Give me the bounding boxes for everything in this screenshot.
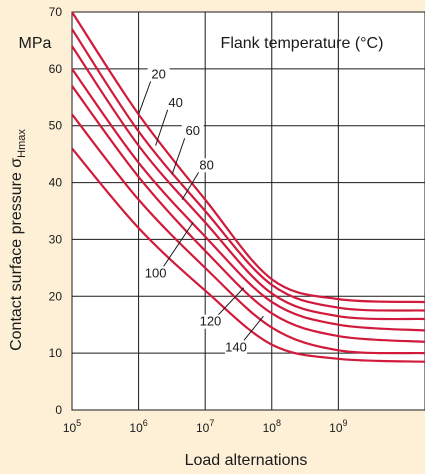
- curve-label: 80: [199, 157, 213, 172]
- x-tick-exponent: 6: [143, 418, 148, 428]
- y-axis-label: Contact surface pressure σHmax: [8, 129, 28, 351]
- y-tick-label: 60: [49, 62, 63, 76]
- y-unit-label: MPa: [19, 35, 52, 52]
- legend-title: Flank temperature (°C): [221, 35, 384, 52]
- x-tick-label: 105: [63, 418, 81, 435]
- y-tick-label: 10: [49, 346, 63, 360]
- x-tick-label: 108: [263, 418, 281, 435]
- y-axis-label-subscript: Hmax: [16, 129, 28, 158]
- x-tick-label: 107: [196, 418, 214, 435]
- y-tick-label: 70: [49, 5, 63, 19]
- x-tick-exponent: 8: [276, 418, 281, 428]
- curve-label: 20: [151, 66, 165, 81]
- plot-area: [72, 12, 425, 410]
- x-tick-base: 10: [329, 421, 343, 435]
- y-tick-label: 40: [49, 176, 63, 190]
- x-tick-exponent: 7: [209, 418, 214, 428]
- x-tick-base: 10: [63, 421, 77, 435]
- curve-label: 40: [168, 95, 182, 110]
- x-tick-label: 106: [129, 418, 147, 435]
- y-tick-label: 0: [55, 403, 62, 417]
- curve-label: 140: [225, 339, 247, 354]
- x-tick-base: 10: [129, 421, 143, 435]
- y-tick-label: 30: [49, 232, 63, 246]
- curve-label: 60: [185, 123, 199, 138]
- y-tick-label: 20: [49, 289, 63, 303]
- x-tick-label: 109: [329, 418, 347, 435]
- y-axis-label-main: Contact surface pressure σ: [8, 158, 25, 351]
- x-axis-label: Load alternations: [185, 452, 308, 469]
- curve-label: 120: [200, 314, 222, 329]
- x-tick-exponent: 5: [76, 418, 81, 428]
- x-tick-base: 10: [263, 421, 277, 435]
- x-tick-exponent: 9: [343, 418, 348, 428]
- x-tick-base: 10: [196, 421, 210, 435]
- curve-label: 100: [145, 265, 167, 280]
- y-tick-label: 50: [49, 119, 63, 133]
